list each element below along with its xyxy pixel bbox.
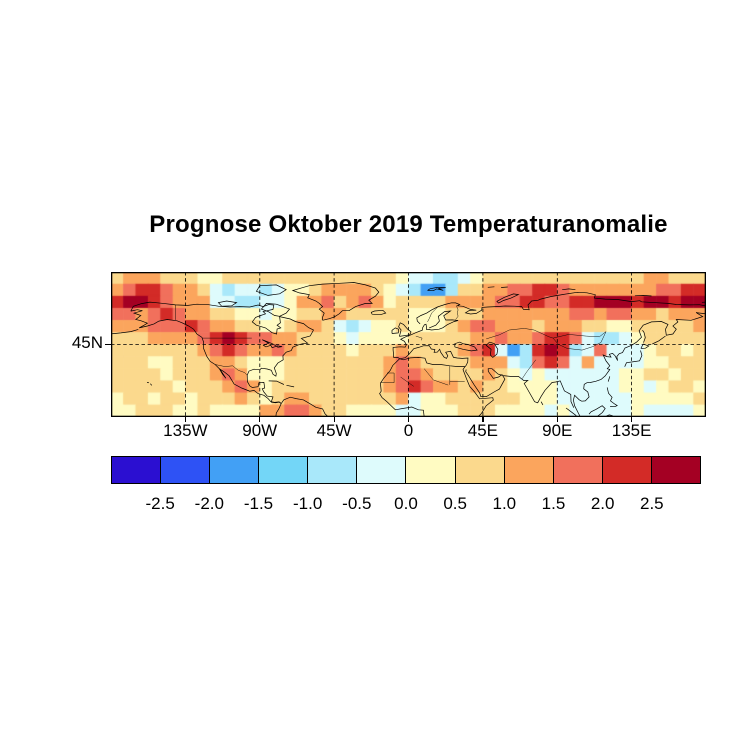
- colorbar-segment: [209, 457, 259, 483]
- x-axis-tick-mark: [333, 417, 335, 422]
- coastline: [634, 295, 652, 297]
- x-axis-tick-mark: [482, 417, 484, 422]
- coastline: [496, 293, 520, 304]
- colorbar-tick-label: 0.5: [443, 494, 467, 513]
- colorbar-tick-label: -0.5: [342, 494, 372, 513]
- coastline: [399, 345, 469, 367]
- coastline: [280, 396, 329, 417]
- coastline: [416, 291, 706, 325]
- coastline: [454, 341, 478, 352]
- coastline: [130, 301, 314, 404]
- colorbar-segment: [112, 457, 161, 483]
- coastline: [642, 330, 646, 343]
- coastline: [392, 310, 459, 360]
- coastline: [260, 303, 291, 317]
- colorbar-tick-label: 0.0: [394, 494, 418, 513]
- coastline: [150, 383, 153, 386]
- colorbar-segment: [356, 457, 406, 483]
- x-axis-tick-mark: [259, 417, 261, 422]
- coastline: [391, 327, 399, 334]
- colorbar-tick-label: 2.5: [640, 494, 664, 513]
- x-axis-tick-mark: [556, 417, 558, 422]
- coastline: [562, 288, 576, 291]
- map-frame: [111, 272, 706, 417]
- coastline: [607, 376, 611, 382]
- colorbar-segment: [601, 457, 651, 483]
- coastline: [588, 405, 606, 417]
- colorbar-tick-label: -2.0: [194, 494, 224, 513]
- coastline: [465, 368, 575, 408]
- coastline: [540, 401, 544, 406]
- coastline: [379, 357, 494, 417]
- coastline: [640, 343, 650, 349]
- x-axis-tick-label: 0: [403, 421, 414, 440]
- coastline: [652, 335, 666, 345]
- country-border: [400, 376, 414, 387]
- country-border: [522, 359, 536, 379]
- coastline: [262, 339, 283, 349]
- coastline: [565, 407, 577, 416]
- coastline: [573, 312, 706, 417]
- coastline: [268, 380, 285, 385]
- x-axis-tick-mark: [631, 417, 633, 422]
- coastline: [624, 350, 643, 367]
- coastline: [217, 300, 238, 307]
- coastline: [487, 286, 495, 288]
- colorbar-tick-label: -1.0: [293, 494, 323, 513]
- colorbar-segment: [650, 457, 700, 483]
- country-border: [380, 372, 395, 383]
- colorbar-segment: [307, 457, 357, 483]
- coastline: [275, 403, 282, 417]
- colorbar-segment: [552, 457, 602, 483]
- colorbar-tick-label: -2.5: [145, 494, 175, 513]
- x-axis-tick-label: 135W: [163, 421, 208, 440]
- colorbar-tick-label: -1.5: [243, 494, 274, 513]
- country-border: [553, 331, 607, 339]
- coastline: [255, 284, 287, 296]
- map-panel: [111, 272, 706, 417]
- coastline: [291, 282, 380, 321]
- country-border: [486, 328, 554, 340]
- colorbar: [111, 456, 701, 484]
- x-axis-tick-label: 45W: [316, 421, 352, 440]
- plot-title: Prognose Oktober 2019 Temperaturanomalie: [149, 211, 668, 238]
- coastline: [286, 384, 295, 388]
- x-axis-tick-label: 90W: [242, 421, 278, 440]
- country-border: [424, 368, 449, 386]
- x-axis-tick-mark: [184, 417, 187, 422]
- coastline: [370, 309, 387, 316]
- y-axis-tick-mark: [105, 344, 111, 346]
- coastline: [606, 387, 618, 408]
- colorbar-tick-label: 2.0: [590, 494, 615, 513]
- map-overlay: [111, 272, 706, 417]
- x-axis-tick-label: 45E: [467, 421, 498, 440]
- coastline: [606, 414, 613, 417]
- country-border: [415, 335, 423, 341]
- coastline: [485, 341, 499, 358]
- colorbar-segment: [503, 457, 553, 483]
- coastline: [427, 287, 446, 292]
- colorbar-segment: [454, 457, 504, 483]
- coastline: [398, 322, 412, 337]
- x-axis-tick-mark: [407, 417, 410, 422]
- coastline: [501, 286, 508, 288]
- country-border: [552, 331, 607, 351]
- colorbar-tick-label: 1.0: [492, 494, 517, 513]
- colorbar-segment: [405, 457, 455, 483]
- coastline: [111, 329, 139, 335]
- country-border: [455, 305, 459, 320]
- colorbar-segment: [160, 457, 210, 483]
- x-axis-tick-label: 135E: [611, 421, 652, 440]
- colorbar-segment: [258, 457, 308, 483]
- country-border: [427, 307, 438, 323]
- y-axis-tick-label: 45N: [71, 333, 103, 352]
- colorbar-tick-label: 1.5: [541, 494, 566, 513]
- country-border: [215, 364, 248, 376]
- x-axis-tick-label: 90E: [542, 421, 573, 440]
